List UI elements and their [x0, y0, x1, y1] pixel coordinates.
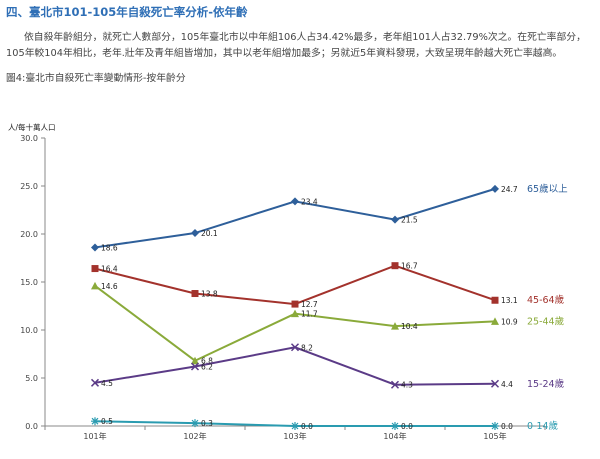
legend-entry: 15-24歲 [527, 378, 565, 390]
data-point-marker [490, 379, 500, 388]
data-label: 16.7 [401, 262, 418, 271]
series-1: 18.6 20.1 23.4 21.5 24.7 65歲以上 [91, 183, 568, 252]
data-point-marker [291, 300, 299, 308]
section-heading: 四、臺北市101-105年自殺死亡率分析-依年齡 [6, 5, 248, 19]
series-4: 4.5 6.2 8.2 4.3 4.4 15-24歲 [90, 343, 565, 390]
data-label: 21.5 [401, 216, 418, 225]
data-point-marker [290, 343, 300, 352]
data-point-marker [191, 229, 199, 238]
data-point-marker [191, 356, 199, 365]
data-label: 6.8 [201, 357, 213, 366]
data-label: 4.3 [401, 381, 413, 390]
y-tick-label: 5.0 [25, 374, 38, 383]
data-point-marker [491, 296, 499, 304]
data-label: 13.1 [501, 296, 518, 305]
data-label: 6.2 [201, 362, 213, 371]
suicide-rate-line-chart: 人/每十萬人口 0.0 5.0 10.0 15.0 20.0 25.0 30.0 101年 102… [8, 122, 568, 441]
analysis-paragraph: 依自殺年齡組分，就死亡人數部分，105年臺北市以中年組106人占34.42%最多… [6, 32, 586, 59]
data-label: 18.6 [101, 243, 118, 252]
figure-caption: 圖4:臺北市自殺死亡率變動情形-按年齡分 [6, 73, 186, 84]
data-label: 4.4 [501, 380, 513, 389]
data-label: 20.1 [201, 229, 218, 238]
x-tick-label: 104年 [383, 431, 406, 441]
data-label: 10.9 [501, 317, 518, 326]
y-tick-label: 10.0 [20, 326, 38, 335]
data-point-marker [491, 317, 499, 325]
data-label: 12.7 [301, 300, 318, 309]
x-tick-label: 102年 [183, 431, 206, 441]
data-point-marker [390, 380, 400, 389]
series-line [94, 264, 496, 306]
data-label: 24.7 [501, 185, 518, 194]
data-point-marker [391, 422, 399, 430]
legend-entry: 65歲以上 [527, 183, 568, 195]
data-label: 16.4 [101, 265, 118, 274]
series-5: 0.5 0.3 0.0 0.0 0.0 0-14歲 [91, 417, 559, 432]
data-point-marker [391, 322, 399, 330]
data-label: 23.4 [301, 197, 318, 206]
data-label: 11.7 [301, 310, 318, 319]
data-label: 4.5 [101, 379, 113, 388]
data-label: 8.2 [301, 343, 313, 352]
y-axis-unit-label: 人/每十萬人口 [8, 122, 56, 132]
data-point-marker [190, 362, 200, 371]
data-label: 0.0 [501, 422, 513, 431]
data-label: 10.4 [401, 322, 418, 331]
y-tick-label: 25.0 [20, 182, 38, 191]
y-tick-label: 15.0 [20, 278, 38, 287]
series-3: 14.6 6.8 11.7 10.4 10.9 25-44歲 [91, 281, 565, 366]
data-point-marker [291, 197, 299, 206]
data-point-marker [91, 243, 99, 252]
data-point-marker [90, 378, 100, 387]
x-tick-label: 101年 [83, 431, 106, 441]
legend-entry: 0-14歲 [527, 420, 559, 432]
series-line [94, 346, 496, 386]
legend-entry: 25-44歲 [527, 315, 565, 327]
y-tick-label: 0.0 [25, 422, 38, 431]
y-tick-label: 20.0 [20, 230, 38, 239]
y-tick-label: 30.0 [20, 134, 38, 143]
data-point-marker [191, 419, 199, 428]
x-tick-label: 103年 [283, 431, 306, 441]
data-point-marker [491, 422, 499, 430]
series-line [94, 285, 496, 362]
data-point-marker [391, 215, 399, 224]
data-label: 14.6 [101, 282, 118, 291]
data-point-marker [391, 262, 399, 270]
legend-entry: 45-64歲 [527, 294, 565, 306]
data-point-marker [91, 417, 99, 426]
data-point-marker [491, 184, 499, 193]
data-label: 0.3 [201, 419, 213, 428]
data-point-marker [191, 290, 199, 298]
data-label: 0.0 [401, 422, 413, 431]
data-label: 0.5 [101, 417, 113, 426]
series-2: 16.4 13.8 12.7 16.7 13.1 45-64歲 [91, 262, 565, 309]
data-point-marker [291, 309, 299, 318]
data-label: 0.0 [301, 422, 313, 431]
data-point-marker [91, 281, 99, 290]
data-label: 13.8 [201, 290, 218, 299]
x-tick-label: 105年 [483, 431, 506, 441]
data-point-marker [91, 265, 99, 273]
data-point-marker [291, 422, 299, 430]
